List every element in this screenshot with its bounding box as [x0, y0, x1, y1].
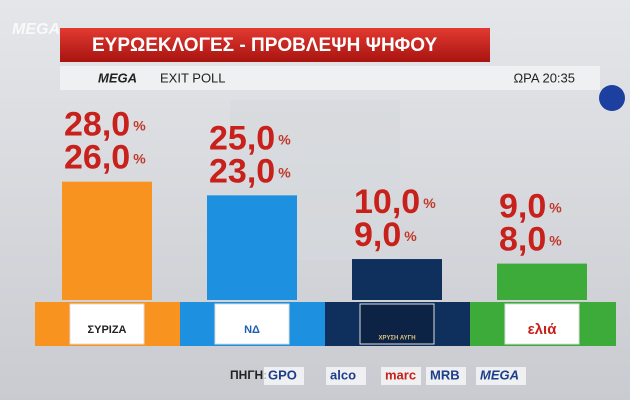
logo-box [504, 303, 580, 345]
title-banner [60, 28, 490, 62]
source-logo: marc [385, 367, 416, 382]
time: ΩΡΑ 20:35 [513, 70, 575, 85]
title: ΕΥΡΩΕΚΛΟΓΕΣ - ΠΡΟΒΛΕΨΗ ΨΗΦΟΥ [92, 35, 438, 56]
source-logo-bg [426, 367, 466, 385]
logo-box [359, 303, 435, 345]
value-label: 9,0% [499, 188, 562, 226]
source-logo: MRB [430, 367, 460, 382]
value-label: 8,0% [499, 221, 562, 259]
value-number: 10,0 [354, 183, 420, 221]
source-label: ΠΗΓΗ: [230, 368, 267, 382]
percent-sign: % [549, 232, 562, 248]
percent-sign: % [278, 164, 291, 180]
poll-brand: MEGA [98, 70, 137, 85]
value-number: 9,0 [499, 188, 546, 226]
value-number: 25,0 [209, 119, 275, 157]
bar [497, 263, 587, 300]
info-bar [60, 66, 600, 90]
value-number: 9,0 [354, 216, 401, 254]
eu-logo [599, 85, 625, 111]
value-number: 23,0 [209, 152, 275, 190]
percent-sign: % [404, 228, 417, 244]
percent-sign: % [423, 195, 436, 211]
source-logo: GPO [268, 367, 297, 382]
value-number: 28,0 [64, 106, 130, 144]
source-logo-bg [264, 367, 304, 385]
logo-box [214, 303, 290, 345]
value-label: 26,0% [64, 139, 146, 177]
bar [62, 181, 152, 300]
value-number: 8,0 [499, 221, 546, 259]
poll-label: EXIT POLL [160, 70, 226, 85]
party-label: ΝΔ [244, 324, 260, 336]
source-logo: alco [330, 367, 356, 382]
percent-sign: % [133, 117, 146, 133]
value-label: 23,0% [209, 152, 291, 190]
logo-box [69, 303, 145, 345]
bar [352, 259, 442, 300]
party-label: ΣΥΡΙΖΑ [88, 324, 127, 336]
value-label: 25,0% [209, 119, 291, 157]
value-label: 10,0% [354, 183, 436, 221]
percent-sign: % [549, 199, 562, 215]
value-label: 9,0% [354, 216, 417, 254]
value-number: 26,0 [64, 139, 130, 177]
party-label: ΧΡΥΣΗ ΑΥΓΗ [378, 336, 415, 342]
bar [207, 195, 297, 300]
value-label: 28,0% [64, 106, 146, 144]
source-logo-bg [326, 367, 366, 385]
percent-sign: % [278, 131, 291, 147]
source-logo-bg [381, 367, 421, 385]
party-label: ελιά [528, 321, 558, 338]
channel-logo: MEGA [12, 21, 60, 38]
percent-sign: % [133, 150, 146, 166]
source-logo: MEGA [480, 367, 519, 382]
source-logo-bg [476, 367, 526, 385]
